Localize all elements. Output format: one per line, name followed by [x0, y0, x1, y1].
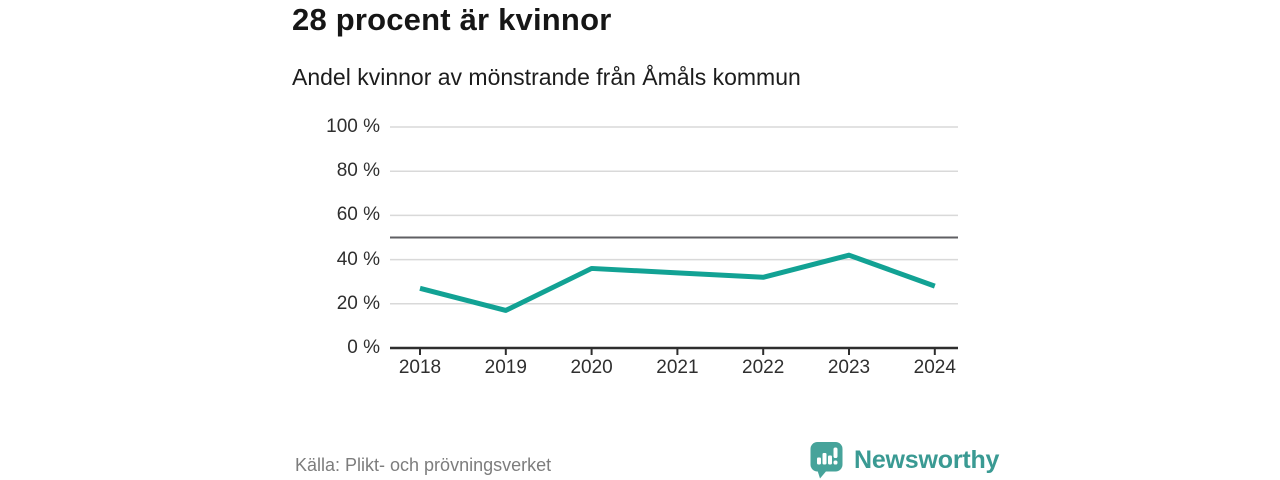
x-axis-label: 2019 — [484, 357, 527, 378]
newsworthy-speech-bubble-chart-icon — [810, 442, 843, 479]
line-chart — [390, 126, 958, 355]
y-axis-label: 80 % — [336, 160, 380, 182]
x-axis-label: 2021 — [656, 357, 699, 378]
chart-title: 28 procent är kvinnor — [292, 2, 612, 37]
chart-subtitle: Andel kvinnor av mönstrande från Åmåls k… — [292, 64, 801, 90]
y-axis-label: 0 % — [347, 337, 380, 358]
y-axis-label: 40 % — [336, 248, 380, 270]
x-axis-label: 2018 — [398, 357, 442, 378]
x-axis-label: 2024 — [913, 357, 956, 378]
source-note: Källa: Plikt- och prövningsverket — [295, 455, 552, 475]
newsworthy-wordmark: Newsworthy — [854, 445, 1000, 474]
y-axis-label: 20 % — [336, 292, 380, 314]
y-axis-label: 100 % — [326, 116, 380, 137]
x-axis-label: 2020 — [570, 357, 613, 378]
series-line — [419, 252, 936, 313]
y-axis-label: 60 % — [336, 204, 380, 226]
x-axis-label: 2023 — [827, 357, 871, 378]
newsworthy-logo: Newsworthy — [809, 441, 999, 479]
x-axis-label: 2022 — [742, 357, 785, 378]
